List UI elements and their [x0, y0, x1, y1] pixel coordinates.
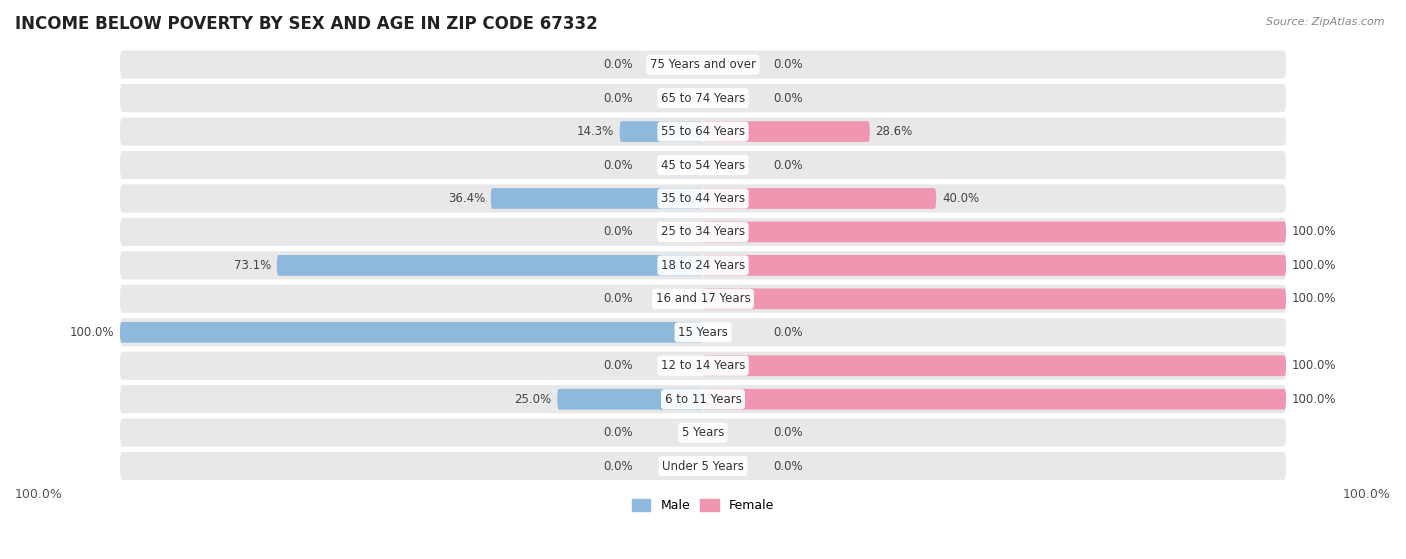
Text: 0.0%: 0.0% [773, 459, 803, 472]
FancyBboxPatch shape [620, 121, 703, 142]
FancyBboxPatch shape [703, 221, 1286, 242]
Text: 100.0%: 100.0% [15, 488, 63, 501]
Text: 15 Years: 15 Years [678, 326, 728, 339]
Text: 28.6%: 28.6% [876, 125, 912, 138]
FancyBboxPatch shape [120, 50, 1286, 79]
FancyBboxPatch shape [120, 151, 1286, 179]
Text: INCOME BELOW POVERTY BY SEX AND AGE IN ZIP CODE 67332: INCOME BELOW POVERTY BY SEX AND AGE IN Z… [15, 15, 598, 33]
Text: 0.0%: 0.0% [773, 326, 803, 339]
Text: 18 to 24 Years: 18 to 24 Years [661, 259, 745, 272]
Text: 100.0%: 100.0% [1292, 259, 1336, 272]
Text: 100.0%: 100.0% [1292, 359, 1336, 372]
Text: 55 to 64 Years: 55 to 64 Years [661, 125, 745, 138]
FancyBboxPatch shape [703, 288, 1286, 309]
FancyBboxPatch shape [120, 352, 1286, 380]
Text: 0.0%: 0.0% [773, 159, 803, 172]
Text: 100.0%: 100.0% [70, 326, 114, 339]
Text: Under 5 Years: Under 5 Years [662, 459, 744, 472]
Text: 0.0%: 0.0% [603, 225, 633, 239]
Text: 40.0%: 40.0% [942, 192, 979, 205]
Text: 12 to 14 Years: 12 to 14 Years [661, 359, 745, 372]
FancyBboxPatch shape [120, 285, 1286, 313]
Text: 0.0%: 0.0% [603, 426, 633, 439]
Text: 0.0%: 0.0% [773, 92, 803, 105]
Text: 73.1%: 73.1% [233, 259, 271, 272]
FancyBboxPatch shape [120, 84, 1286, 112]
Text: 45 to 54 Years: 45 to 54 Years [661, 159, 745, 172]
Text: 5 Years: 5 Years [682, 426, 724, 439]
FancyBboxPatch shape [120, 419, 1286, 447]
Text: 100.0%: 100.0% [1292, 393, 1336, 406]
FancyBboxPatch shape [703, 255, 1286, 276]
Text: 0.0%: 0.0% [603, 359, 633, 372]
Text: 35 to 44 Years: 35 to 44 Years [661, 192, 745, 205]
Text: Source: ZipAtlas.com: Source: ZipAtlas.com [1267, 17, 1385, 27]
Text: 0.0%: 0.0% [603, 58, 633, 71]
FancyBboxPatch shape [120, 385, 1286, 413]
Text: 36.4%: 36.4% [447, 192, 485, 205]
FancyBboxPatch shape [120, 184, 1286, 212]
FancyBboxPatch shape [120, 322, 703, 343]
FancyBboxPatch shape [703, 356, 1286, 376]
FancyBboxPatch shape [120, 218, 1286, 246]
Text: 0.0%: 0.0% [773, 58, 803, 71]
Text: 25 to 34 Years: 25 to 34 Years [661, 225, 745, 239]
Text: 0.0%: 0.0% [603, 292, 633, 305]
FancyBboxPatch shape [120, 117, 1286, 145]
FancyBboxPatch shape [120, 452, 1286, 480]
Text: 75 Years and over: 75 Years and over [650, 58, 756, 71]
Text: 100.0%: 100.0% [1292, 225, 1336, 239]
FancyBboxPatch shape [703, 121, 870, 142]
Text: 0.0%: 0.0% [773, 426, 803, 439]
Text: 6 to 11 Years: 6 to 11 Years [665, 393, 741, 406]
Text: 0.0%: 0.0% [603, 459, 633, 472]
FancyBboxPatch shape [557, 389, 703, 410]
Text: 0.0%: 0.0% [603, 92, 633, 105]
Text: 0.0%: 0.0% [603, 159, 633, 172]
Legend: Male, Female: Male, Female [627, 494, 779, 517]
Text: 25.0%: 25.0% [515, 393, 551, 406]
FancyBboxPatch shape [277, 255, 703, 276]
FancyBboxPatch shape [491, 188, 703, 209]
Text: 65 to 74 Years: 65 to 74 Years [661, 92, 745, 105]
Text: 100.0%: 100.0% [1292, 292, 1336, 305]
Text: 16 and 17 Years: 16 and 17 Years [655, 292, 751, 305]
FancyBboxPatch shape [703, 188, 936, 209]
Text: 100.0%: 100.0% [1343, 488, 1391, 501]
FancyBboxPatch shape [120, 318, 1286, 347]
Text: 14.3%: 14.3% [576, 125, 614, 138]
FancyBboxPatch shape [120, 252, 1286, 280]
FancyBboxPatch shape [703, 389, 1286, 410]
